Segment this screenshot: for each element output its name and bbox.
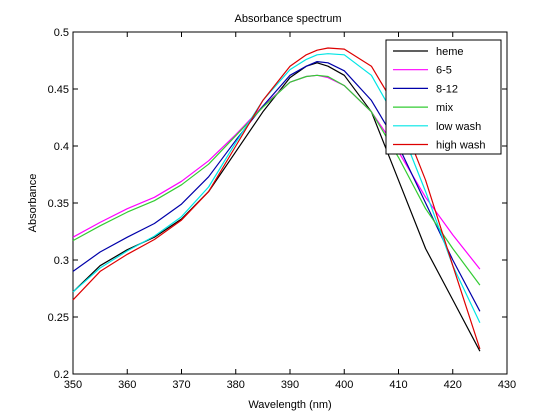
axis-ticks: 350 360 370 380 390 400 410 420 430 0.2 0.25 0.3 0.3… — [48, 27, 517, 391]
x-tick-label: 430 — [498, 379, 516, 391]
y-tick-label: 0.5 — [54, 27, 69, 39]
x-tick-label: 390 — [281, 379, 299, 391]
legend[interactable]: heme 6-5 8-12 mix low wash high wash — [385, 39, 502, 155]
x-tick-label: 410 — [389, 379, 407, 391]
x-tick-label: 380 — [227, 379, 245, 391]
x-tick-label: 400 — [335, 379, 353, 391]
legend-box — [385, 39, 502, 155]
legend-label: high wash — [436, 140, 486, 152]
x-tick-label: 370 — [172, 379, 190, 391]
y-tick-label: 0.25 — [48, 312, 69, 324]
series-line-heme — [72, 62, 481, 352]
legend-label: 8-12 — [436, 83, 458, 95]
x-tick-label: 350 — [64, 379, 82, 391]
series-line-8-12 — [72, 60, 481, 312]
x-tick-label: 420 — [444, 379, 462, 391]
series-line-mix — [72, 74, 481, 286]
legend-label: low wash — [436, 121, 481, 133]
y-axis-title: Absorbance — [27, 174, 39, 233]
y-tick-label: 0.3 — [54, 255, 69, 267]
legend-label: heme — [436, 46, 464, 58]
x-axis-title: Wavelength (nm) — [248, 399, 331, 411]
chart-title: Absorbance spectrum — [235, 13, 342, 25]
legend-label: 6-5 — [436, 65, 452, 77]
y-tick-label: 0.35 — [48, 198, 69, 210]
x-tick-label: 360 — [118, 379, 136, 391]
legend-label: mix — [436, 102, 454, 114]
y-tick-label: 0.45 — [48, 84, 69, 96]
y-tick-label: 0.2 — [54, 369, 69, 381]
y-tick-label: 0.4 — [54, 141, 69, 153]
